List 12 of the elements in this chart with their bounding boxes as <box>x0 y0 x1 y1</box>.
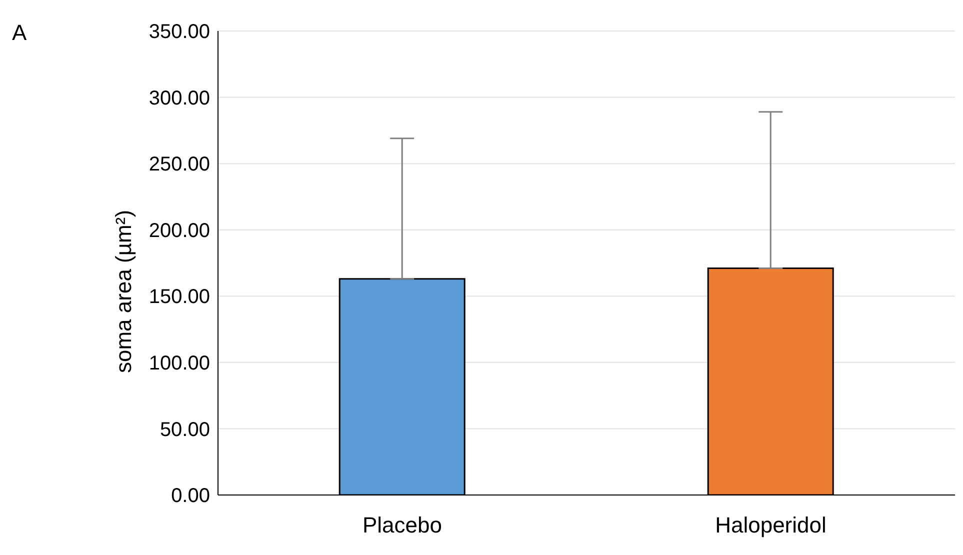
y-tick-label: 50.00 <box>160 418 210 441</box>
y-tick-label: 350.00 <box>148 21 210 44</box>
y-axis-title: soma area (µm²) <box>110 210 136 373</box>
y-tick-label: 0.00 <box>171 485 210 508</box>
y-tick-label: 300.00 <box>148 87 210 110</box>
x-tick-label: Placebo <box>362 512 442 538</box>
y-tick-label: 100.00 <box>148 352 210 375</box>
y-tick-label: 150.00 <box>148 286 210 308</box>
text: A <box>12 20 27 46</box>
x-tick-label: Haloperidol <box>715 512 826 538</box>
y-tick-label: 200.00 <box>148 220 210 242</box>
y-tick-label: 250.00 <box>148 154 210 176</box>
